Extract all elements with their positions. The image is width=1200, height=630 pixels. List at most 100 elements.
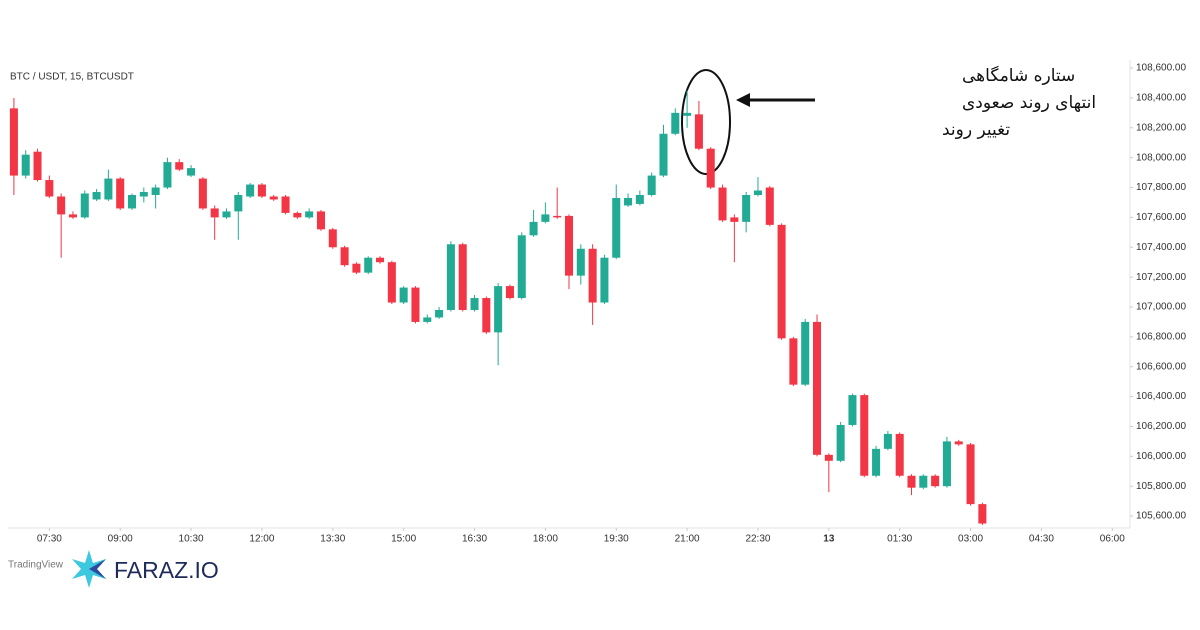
x-tick-label: 13: [823, 534, 835, 545]
candle-body: [198, 178, 207, 209]
candle-body: [482, 298, 491, 333]
x-tick-label: 03:00: [958, 534, 983, 545]
candle-body: [163, 162, 172, 188]
x-tick-label: 19:30: [604, 534, 629, 545]
candle-body: [931, 475, 940, 487]
candle-body: [718, 187, 727, 221]
y-tick-label: 106,400.00: [1136, 391, 1186, 402]
candle-body: [824, 454, 833, 461]
brand-name: FARAZ.IO: [114, 557, 219, 583]
candle-body: [872, 448, 881, 476]
candle-body: [80, 193, 89, 218]
annotation-text: انتهای روند صعودی: [962, 93, 1096, 113]
candle-body: [92, 192, 101, 200]
candle-body: [376, 257, 385, 263]
candle-body: [316, 211, 325, 230]
candle-body: [116, 178, 125, 209]
candle-body: [305, 211, 314, 218]
annotation-text: تغییر روند: [942, 120, 1010, 140]
candle-body: [505, 286, 514, 299]
y-tick-label: 107,200.00: [1136, 272, 1186, 283]
candle-body: [789, 338, 798, 385]
x-tick-label: 13:30: [320, 534, 345, 545]
y-tick-label: 105,600.00: [1136, 511, 1186, 522]
candle-body: [423, 317, 432, 322]
candle-body: [175, 162, 184, 170]
candle-body: [954, 441, 963, 445]
x-tick-label: 18:00: [533, 534, 558, 545]
y-tick-label: 106,000.00: [1136, 451, 1186, 462]
y-tick-label: 108,000.00: [1136, 152, 1186, 163]
candle-body: [210, 208, 219, 218]
y-tick-label: 108,600.00: [1136, 63, 1186, 74]
candle-body: [588, 248, 597, 303]
y-tick-label: 107,600.00: [1136, 212, 1186, 223]
candle-body: [706, 148, 715, 188]
candle-body: [813, 321, 822, 455]
candle-body: [33, 151, 42, 181]
x-tick-label: 07:30: [37, 534, 62, 545]
candle-body: [801, 321, 810, 385]
candle-body: [139, 192, 148, 197]
candle-body: [883, 433, 892, 449]
candle-body: [257, 184, 266, 197]
x-tick-label: 15:00: [391, 534, 416, 545]
candle-body: [624, 197, 633, 206]
y-tick-label: 106,600.00: [1136, 361, 1186, 372]
candle-body: [742, 194, 751, 222]
candle-body: [576, 248, 585, 276]
candle-body: [435, 309, 444, 318]
x-tick-label: 01:30: [887, 534, 912, 545]
candle-body: [364, 257, 373, 273]
y-tick-label: 106,800.00: [1136, 331, 1186, 342]
candle-body: [966, 444, 975, 505]
candle-body: [293, 212, 302, 218]
candle-body: [328, 229, 337, 248]
candle-body: [57, 196, 66, 215]
candle-body: [68, 214, 77, 218]
x-tick-label: 06:00: [1100, 534, 1125, 545]
candle-body: [777, 224, 786, 339]
candle-body: [151, 187, 160, 195]
candle-body: [942, 441, 951, 487]
chart-title: BTC / USDT, 15, BTCUSDT: [10, 72, 134, 83]
candle-body: [907, 475, 916, 488]
x-tick-label: 04:30: [1029, 534, 1054, 545]
candle-body: [848, 395, 857, 425]
annotation-text: ستاره شامگاهی: [962, 65, 1075, 86]
y-tick-label: 108,200.00: [1136, 122, 1186, 133]
y-tick-label: 107,800.00: [1136, 182, 1186, 193]
candle-body: [671, 112, 680, 134]
candle-body: [541, 214, 550, 222]
candle-body: [517, 235, 526, 299]
candle-body: [246, 184, 255, 197]
candle-body: [730, 217, 739, 222]
candle-body: [352, 263, 361, 273]
candle-body: [269, 196, 278, 200]
candle-body: [978, 504, 987, 524]
candle-body: [222, 211, 231, 218]
y-tick-label: 107,400.00: [1136, 242, 1186, 253]
x-tick-label: 12:00: [249, 534, 274, 545]
candle-body: [387, 262, 396, 303]
x-tick-label: 22:30: [745, 534, 770, 545]
candle-body: [21, 154, 30, 176]
candle-body: [683, 112, 692, 116]
y-tick-label: 108,400.00: [1136, 93, 1186, 104]
candle-body: [446, 244, 455, 310]
candle-body: [612, 197, 621, 258]
candle-body: [647, 175, 656, 195]
candle-body: [694, 114, 703, 149]
candle-body: [860, 395, 869, 476]
y-tick-label: 107,000.00: [1136, 302, 1186, 313]
candle-body: [340, 247, 349, 266]
logo-star-part: [89, 559, 106, 579]
candle-body: [104, 178, 113, 200]
candle-body: [9, 108, 18, 176]
candle-body: [836, 424, 845, 461]
candle-body: [187, 168, 196, 176]
candle-body: [411, 287, 420, 322]
x-tick-label: 10:30: [179, 534, 204, 545]
